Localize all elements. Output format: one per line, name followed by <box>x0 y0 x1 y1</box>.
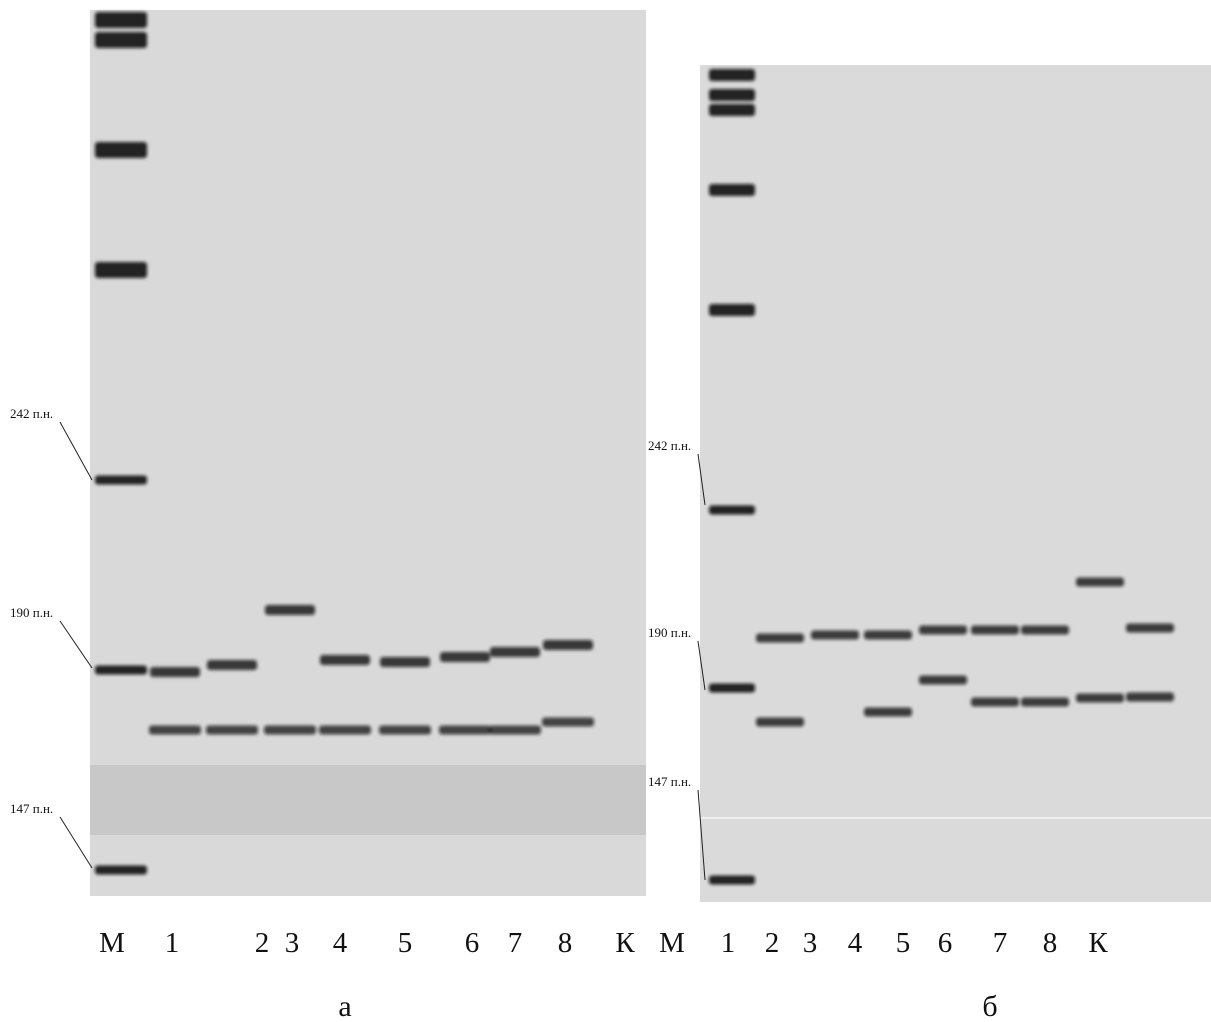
marker-label: 190 п.н. <box>648 625 691 640</box>
lane-label: 8 <box>558 927 573 959</box>
band <box>709 89 755 101</box>
lane-label: 3 <box>803 927 818 959</box>
band <box>709 505 755 515</box>
band <box>264 725 316 735</box>
gel-a-artifact <box>90 765 646 835</box>
band <box>1021 697 1069 707</box>
band <box>320 655 370 665</box>
band <box>490 647 540 657</box>
lane-label: 7 <box>508 927 523 959</box>
lane-label: 7 <box>993 927 1008 959</box>
lane-label: К <box>1088 927 1108 959</box>
lane-label: 4 <box>848 927 863 959</box>
lane-label: 1 <box>165 927 180 959</box>
lane-label: 5 <box>896 927 911 959</box>
band <box>1076 693 1124 703</box>
band <box>206 725 258 735</box>
lane-label: М <box>99 927 125 959</box>
band <box>1126 692 1174 702</box>
band <box>864 630 912 640</box>
band <box>709 69 755 81</box>
marker-label: 190 п.н. <box>10 605 53 620</box>
band <box>440 652 490 662</box>
band <box>95 262 147 278</box>
band <box>709 875 755 885</box>
marker-pointer <box>59 421 93 481</box>
panel-caption: б <box>982 990 997 1022</box>
band <box>756 717 804 727</box>
lane-label: 6 <box>465 927 480 959</box>
band <box>379 725 431 735</box>
band <box>709 184 755 196</box>
bands <box>95 12 1174 885</box>
band <box>919 625 967 635</box>
band <box>150 667 200 677</box>
band <box>709 304 755 316</box>
band <box>1021 625 1069 635</box>
lane-label: К <box>615 927 635 959</box>
band <box>439 725 491 735</box>
band <box>1076 577 1124 587</box>
band <box>864 707 912 717</box>
lane-label: 3 <box>285 927 300 959</box>
marker-label: 147 п.н. <box>648 774 691 789</box>
marker-pointer <box>697 789 706 881</box>
band <box>971 697 1019 707</box>
lane-label: 6 <box>938 927 953 959</box>
lane-label: 2 <box>765 927 780 959</box>
marker-pointer <box>697 640 706 691</box>
band <box>811 630 859 640</box>
band <box>543 640 593 650</box>
marker-pointer <box>697 453 706 506</box>
band <box>149 725 201 735</box>
lane-label: 4 <box>333 927 348 959</box>
band <box>207 660 257 670</box>
marker-label: 147 п.н. <box>10 801 53 816</box>
band <box>95 865 147 875</box>
lane-label: М <box>659 927 685 959</box>
gel-a <box>90 10 646 896</box>
band <box>95 142 147 158</box>
gel-b <box>700 65 1211 902</box>
band <box>95 475 147 485</box>
band <box>489 725 541 735</box>
marker-pointer <box>59 620 93 669</box>
lane-label: 5 <box>398 927 413 959</box>
band <box>1126 623 1174 633</box>
marker-label: 242 п.н. <box>10 406 53 421</box>
band <box>756 633 804 643</box>
band <box>380 657 430 667</box>
panel-caption: а <box>338 990 351 1022</box>
lane-label: 2 <box>255 927 270 959</box>
band <box>709 104 755 116</box>
band <box>971 625 1019 635</box>
band <box>919 675 967 685</box>
band <box>709 683 755 693</box>
band <box>542 717 594 727</box>
marker-label: 242 п.н. <box>648 438 691 453</box>
band <box>95 12 147 28</box>
lane-label: 1 <box>721 927 736 959</box>
band <box>95 665 147 675</box>
band <box>319 725 371 735</box>
lane-label: 8 <box>1043 927 1058 959</box>
band <box>265 605 315 615</box>
band <box>95 32 147 48</box>
marker-pointer <box>59 816 93 869</box>
